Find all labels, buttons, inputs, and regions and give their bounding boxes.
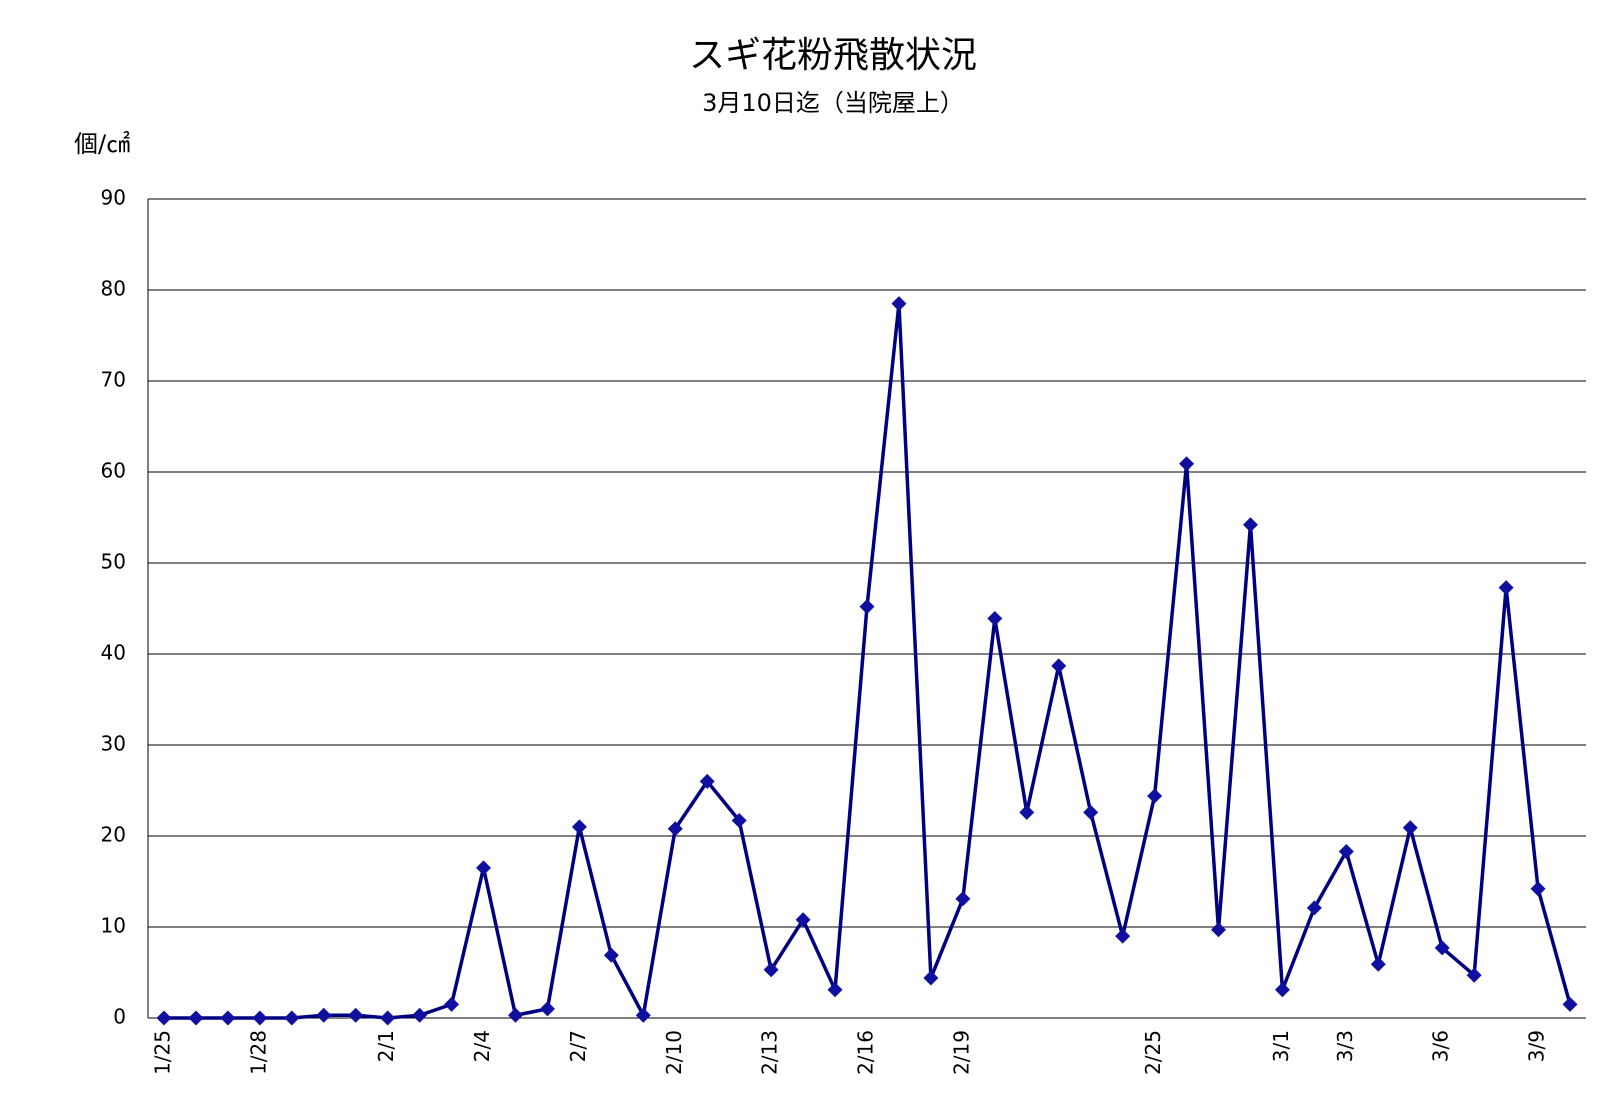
data-marker [1306,900,1322,916]
y-tick-label: 80 [101,277,126,301]
series-line [163,301,1572,1020]
x-tick-label: 1/25 [150,1030,174,1075]
data-marker [539,1001,555,1017]
data-marker [827,982,843,998]
data-marker [348,1007,364,1023]
data-marker [699,773,715,789]
data-marker [1083,804,1099,820]
y-tick-label: 20 [101,823,126,847]
data-marker [252,1010,268,1026]
x-tick-label: 2/1 [374,1030,398,1062]
data-marker [1051,658,1067,674]
y-tick-label: 40 [101,641,126,665]
data-marker [731,813,747,829]
data-marker [667,821,683,837]
x-tick-label: 3/1 [1269,1030,1293,1062]
data-marker [603,947,619,963]
data-marker [1466,967,1482,983]
data-marker [1338,843,1354,859]
data-marker [412,1007,428,1023]
x-tick-label: 2/10 [662,1030,686,1075]
x-tick-label: 2/13 [758,1030,782,1075]
x-tick-label: 1/28 [246,1030,270,1075]
data-marker [444,996,460,1012]
data-marker [571,819,587,835]
data-marker [955,891,971,907]
x-tick-label: 2/19 [949,1030,973,1075]
chart-subtitle: 3月10日迄（当院屋上） [702,89,964,117]
data-marker [1370,956,1386,972]
data-marker [1402,820,1418,836]
data-marker [188,1010,204,1026]
data-marker [795,912,811,928]
y-tick-label: 30 [101,732,126,756]
y-tick-label: 60 [101,459,126,483]
y-axis-label: 個/㎠ [74,130,130,158]
data-marker [635,1007,651,1023]
data-marker [1211,922,1227,938]
y-tick-label: 0 [113,1005,126,1029]
data-marker [987,611,1003,627]
data-marker [1498,580,1514,596]
data-marker [1115,928,1131,944]
data-marker [380,1010,396,1026]
data-marker [1242,517,1258,533]
y-tick-label: 70 [101,368,126,392]
data-marker [1147,788,1163,804]
chart-title: スギ花粉飛散状況 [689,35,977,76]
data-marker [891,296,907,312]
data-marker [476,860,492,876]
data-marker [1434,940,1450,956]
x-tick-label: 3/9 [1525,1030,1549,1062]
data-marker [507,1007,523,1023]
data-marker [1530,881,1546,897]
x-tick-label: 3/6 [1429,1030,1453,1062]
data-marker [316,1007,332,1023]
data-marker [1179,456,1195,472]
x-tick-label: 3/3 [1333,1030,1357,1062]
data-marker [1562,996,1578,1012]
y-tick-label: 50 [101,550,126,574]
data-marker [1019,804,1035,820]
data-marker [220,1010,236,1026]
y-tick-label: 10 [101,914,126,938]
y-tick-label: 90 [101,186,126,210]
x-tick-label: 2/4 [470,1030,494,1062]
data-marker [156,1010,172,1026]
data-marker [284,1010,300,1026]
data-marker [1274,982,1290,998]
x-tick-label: 2/7 [566,1030,590,1062]
data-marker [859,599,875,615]
x-tick-label: 2/16 [854,1030,878,1075]
data-marker [923,970,939,986]
x-tick-label: 2/25 [1141,1030,1165,1075]
data-marker [763,962,779,978]
